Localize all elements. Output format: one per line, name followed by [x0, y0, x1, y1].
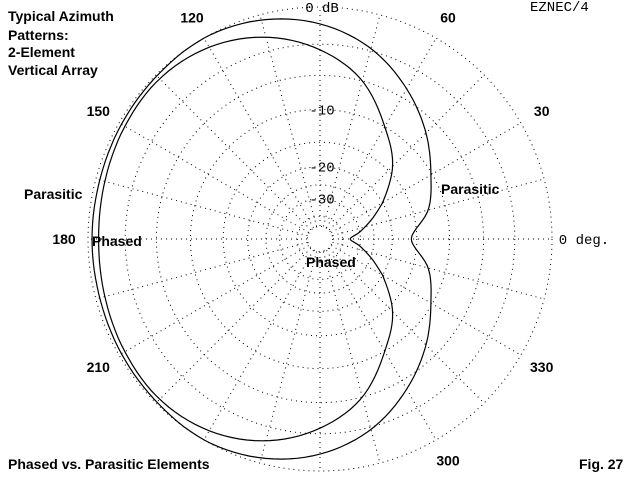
title-line-3: 2-Element — [8, 44, 75, 60]
title-line-2: Patterns: — [8, 27, 69, 43]
pattern-traces — [91, 18, 432, 460]
figure-number: Fig. 27 — [579, 456, 624, 472]
grid-circle-9 — [306, 225, 334, 253]
grid-spoke-285 — [322, 251, 381, 464]
tick-labels: 0 deg. 30 60 120 150 180 210 300 330 0 dB -10 -20 -3… — [52, 1, 609, 469]
series-parasitic-trace — [91, 18, 432, 460]
grid-circle-1 — [124, 43, 516, 435]
angle-tick-label-180: 180 — [52, 231, 76, 247]
annotation-parasitic-right: Parasitic — [441, 181, 500, 197]
grid-spoke-165 — [95, 178, 308, 237]
grid-spoke-120 — [203, 37, 314, 228]
angle-tick-label-330: 330 — [530, 359, 554, 375]
radial-tick-label-m10: -10 — [309, 103, 334, 119]
angle-tick-label-150: 150 — [87, 103, 111, 119]
title-line-4: Vertical Array — [8, 62, 98, 78]
angle-tick-label-210: 210 — [87, 359, 111, 375]
angle-tick-label-300: 300 — [436, 453, 460, 469]
grid-spoke-210 — [118, 245, 309, 356]
series-phased-trace — [97, 36, 394, 442]
grid-spoke-45 — [328, 74, 485, 231]
angle-tick-label-60: 60 — [440, 9, 456, 25]
grid-spoke-330 — [331, 245, 522, 356]
grid-circle-6 — [265, 184, 375, 294]
angle-tick-label-0: 0 deg. — [559, 233, 609, 249]
grid-circle-3 — [189, 108, 451, 370]
grid-spoke-225 — [155, 247, 312, 404]
polar-grid — [87, 6, 553, 472]
grid-spoke-150 — [118, 122, 309, 233]
grid-spoke-240 — [203, 250, 314, 441]
grid-spoke-135 — [155, 74, 312, 231]
software-label: EZNEC/4 — [530, 0, 589, 16]
radial-tick-label-m20: -20 — [309, 161, 334, 177]
grid-circle-2 — [155, 74, 485, 404]
radial-tick-label-0: 0 dB — [305, 1, 339, 17]
grid-spoke-60 — [326, 37, 437, 228]
angle-tick-label-30: 30 — [534, 103, 550, 119]
grid-spoke-315 — [328, 247, 485, 404]
grid-spoke-300 — [326, 250, 437, 441]
title-line-1: Typical Azimuth — [8, 8, 114, 24]
grid-spoke-195 — [95, 241, 308, 300]
annotation-phased-bottom: Phased — [306, 254, 356, 270]
grid-circle-8 — [296, 215, 344, 263]
annotation-phased-left: Phased — [92, 233, 142, 249]
grid-spoke-255 — [259, 251, 318, 464]
annotation-parasitic-left: Parasitic — [24, 186, 83, 202]
angle-tick-label-120: 120 — [180, 9, 204, 25]
grid-circle-7 — [279, 198, 361, 280]
radial-tick-label-m30: -30 — [309, 193, 334, 209]
grid-spoke-30 — [331, 122, 522, 233]
grid-circle-4 — [222, 141, 418, 337]
grid-circle-5 — [247, 166, 393, 312]
figure-caption: Phased vs. Parasitic Elements — [8, 456, 210, 472]
grid-circle-0 — [87, 6, 553, 472]
